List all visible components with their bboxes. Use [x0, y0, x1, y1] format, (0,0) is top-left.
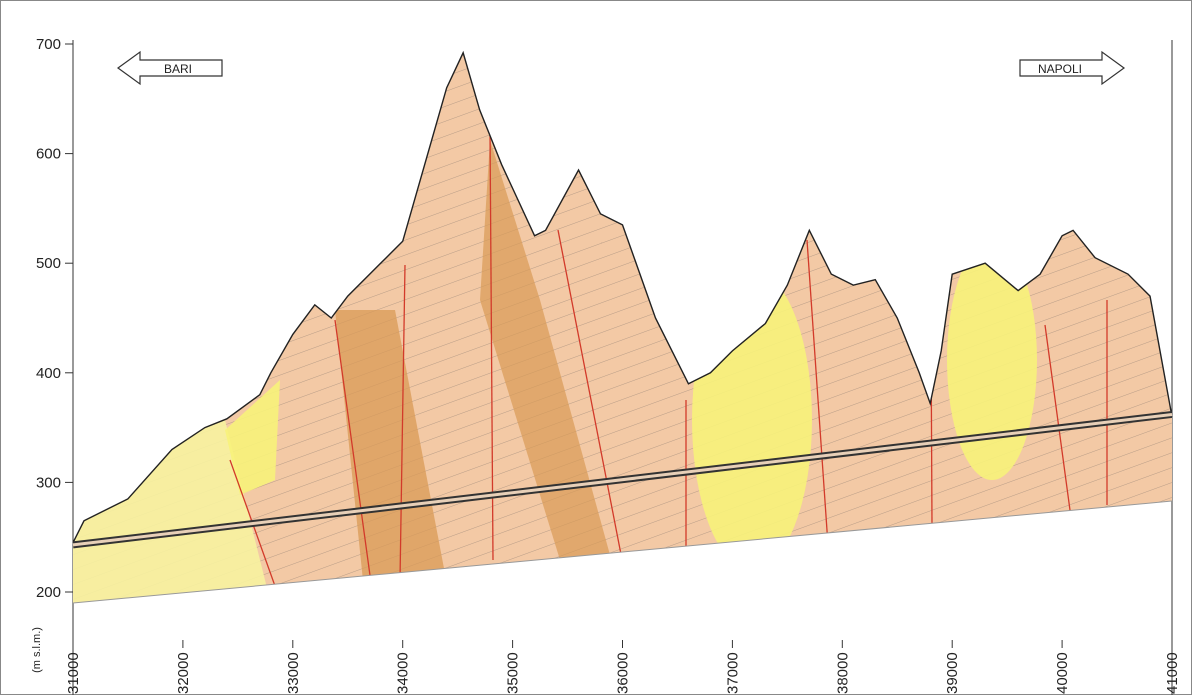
x-tick-label: 41000	[1164, 652, 1181, 694]
section-figure: 200 300 400 500 600 700 31000 32000 33000 34000 35…	[0, 0, 1192, 695]
y-tick-label: 300	[36, 474, 61, 491]
x-tick-label: 31000	[65, 652, 82, 694]
x-tick-label: 40000	[1054, 652, 1071, 694]
x-tick-label: 38000	[834, 652, 851, 694]
y-tick-label: 600	[36, 146, 61, 163]
x-tick-label: 33000	[285, 652, 302, 694]
y-tick-label: 400	[36, 365, 61, 382]
x-tick-label: 37000	[724, 652, 741, 694]
x-tick-label: 35000	[505, 652, 522, 694]
y-tick-label: 500	[36, 255, 61, 272]
y-tick-label: 700	[36, 36, 61, 53]
x-tick-label: 36000	[615, 652, 632, 694]
x-tick-label: 32000	[175, 652, 192, 694]
x-tick-label: 34000	[395, 652, 412, 694]
left-label: BARI	[164, 62, 192, 76]
y-tick-label: 200	[36, 584, 61, 601]
right-label: NAPOLI	[1038, 62, 1082, 76]
y-axis-label: (m s.l.m.)	[31, 627, 43, 673]
x-tick-label: 39000	[944, 652, 961, 694]
